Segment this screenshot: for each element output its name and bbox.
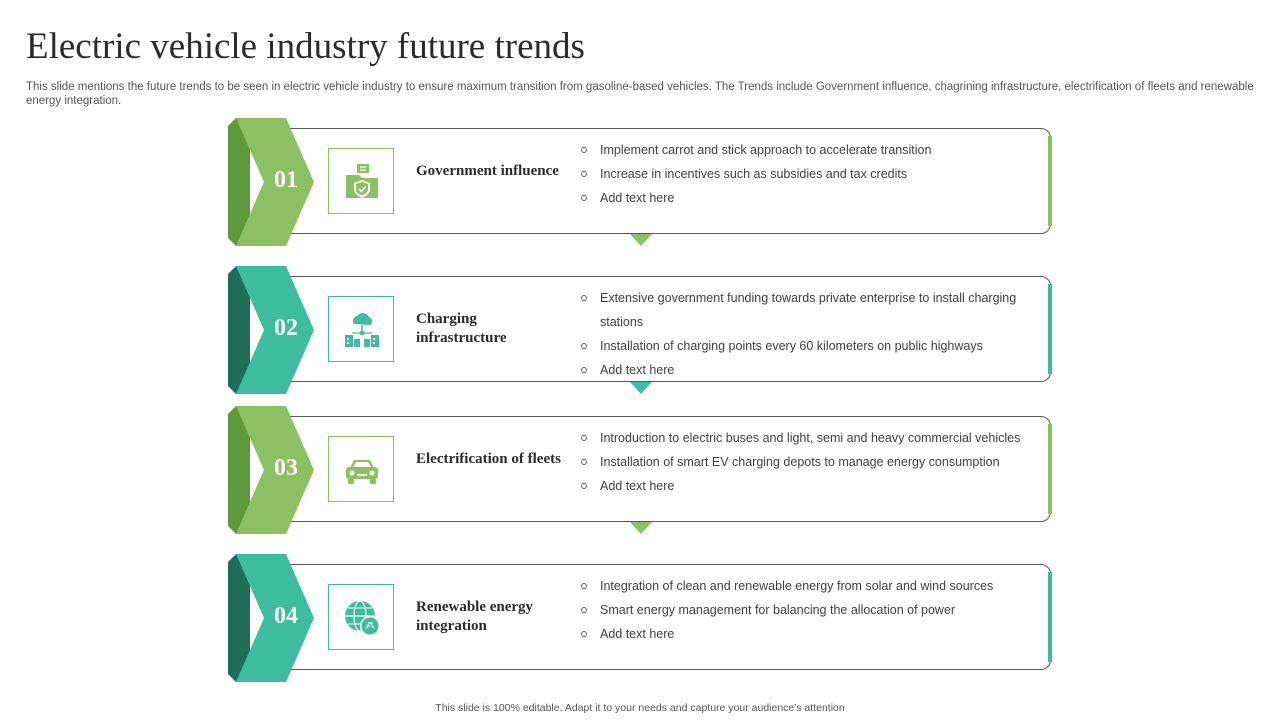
bullet-item: Add text here	[580, 622, 1030, 646]
bullet-item: Integration of clean and renewable energ…	[580, 574, 1030, 598]
chevron-number-badge	[228, 554, 314, 682]
card-accent-edge	[1048, 136, 1052, 226]
bullet-item: Installation of smart EV charging depots…	[580, 450, 1030, 474]
bullet-item: Installation of charging points every 60…	[580, 334, 1030, 358]
trend-icon-frame	[328, 436, 394, 502]
trend-number: 02	[274, 315, 298, 341]
bullet-item: Add text here	[580, 186, 1030, 210]
trend-row-3: 03 Electrification of fleets Introductio…	[228, 406, 1058, 534]
chevron-number-badge	[228, 406, 314, 534]
trend-bullets: Integration of clean and renewable energ…	[580, 574, 1030, 646]
footer-note: This slide is 100% editable. Adapt it to…	[435, 702, 845, 714]
chevron-number-badge	[228, 266, 314, 394]
cloud-buildings-icon	[345, 313, 379, 347]
trend-icon-frame	[328, 296, 394, 362]
car-icon	[346, 460, 378, 484]
globe-recycle-icon	[345, 600, 380, 636]
down-pointer-triangle	[630, 522, 652, 534]
trend-icon-frame	[328, 584, 394, 650]
trend-heading: Government influence	[416, 163, 559, 179]
bullet-item: Increase in incentives such as subsidies…	[580, 162, 1030, 186]
trend-row-1: 01 Government influence Implement carrot…	[228, 118, 1058, 246]
trend-number: 03	[274, 455, 298, 481]
trend-heading: Electrification of fleets	[416, 451, 561, 467]
trend-bullets: Introduction to electric buses and light…	[580, 426, 1030, 498]
trend-heading: Renewable energy integration	[416, 599, 534, 634]
down-pointer-triangle	[630, 382, 652, 394]
trend-icon-frame	[328, 148, 394, 214]
trend-row-2: 02 Charging infrastructure Extensive gov…	[228, 266, 1058, 394]
trend-heading: Charging infrastructure	[416, 311, 507, 346]
card-accent-edge	[1048, 424, 1052, 514]
trend-bullets: Extensive government funding towards pri…	[580, 286, 1030, 382]
bullet-item: Implement carrot and stick approach to a…	[580, 138, 1030, 162]
card-accent-edge	[1048, 572, 1052, 662]
trend-bullets: Implement carrot and stick approach to a…	[580, 138, 1030, 210]
trend-row-4: 04 Renewable energy integration Integrat…	[228, 554, 1058, 682]
bullet-item: Introduction to electric buses and light…	[580, 426, 1030, 450]
page-subtitle: This slide mentions the future trends to…	[26, 81, 1254, 107]
down-pointer-triangle	[630, 234, 652, 246]
government-folder-shield-icon	[346, 164, 378, 198]
bullet-item: Extensive government funding towards pri…	[580, 286, 1030, 334]
card-accent-edge	[1048, 284, 1052, 374]
bullet-item: Add text here	[580, 474, 1030, 498]
bullet-item: Add text here	[580, 358, 1030, 382]
page-title: Electric vehicle industry future trends	[26, 26, 585, 67]
trend-number: 04	[274, 603, 298, 629]
trend-number: 01	[274, 167, 298, 193]
chevron-number-badge	[228, 118, 314, 246]
bullet-item: Smart energy management for balancing th…	[580, 598, 1030, 622]
